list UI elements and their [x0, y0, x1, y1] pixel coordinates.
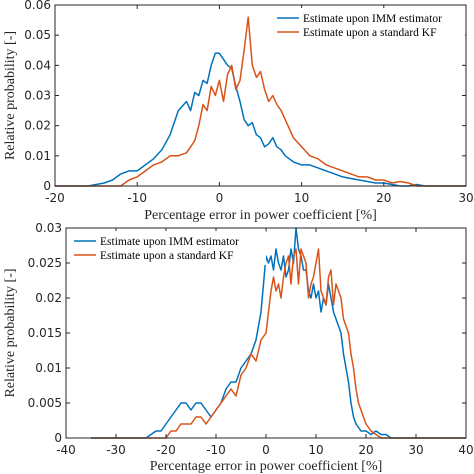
top-x-axis-label: Percentage error in power coefficient [%…	[144, 208, 377, 223]
top-y-tick-label: 0.04	[24, 58, 51, 72]
bottom-x-tick-label: -20	[156, 443, 176, 457]
top-legend-label-imm: Estimate upon IMM estimator	[303, 13, 442, 25]
top-legend-box	[273, 8, 465, 42]
top-y-tick-label: 0.02	[24, 119, 51, 133]
bottom-x-axis-label: Percentage error in power coefficient [%…	[150, 459, 383, 474]
top-x-tick-label: 20	[376, 191, 391, 205]
bottom-y-tick-label: 0.03	[35, 221, 62, 235]
bottom-x-tick-label: 30	[408, 443, 423, 457]
top-x-tick-label: 30	[458, 191, 473, 205]
top-y-tick-label: 0.01	[24, 149, 51, 163]
top-y-tick-label: 0.03	[24, 89, 51, 103]
bottom-x-tick-label: -40	[56, 443, 76, 457]
bottom-series-kf-line	[91, 248, 466, 439]
top-series-imm-line	[55, 52, 466, 187]
bottom-y-tick-label: 0.02	[35, 291, 62, 305]
bottom-y-tick-label: 0.025	[28, 256, 62, 270]
top-legend: Estimate upon IMM estimator Estimate upon…	[273, 8, 465, 42]
top-series-kf-line	[55, 16, 466, 187]
bottom-y-axis-label: Relative probability [-]	[3, 268, 18, 397]
bottom-legend-label-kf: Estimate upon a standard KF	[100, 250, 234, 262]
top-y-axis-label: Relative probability [-]	[3, 31, 18, 160]
bottom-x-tick-label: -30	[106, 443, 126, 457]
bottom-series-imm-line	[91, 227, 466, 439]
bottom-x-tick-label: 20	[358, 443, 373, 457]
bottom-y-tick-label: 0.01	[35, 361, 62, 375]
bottom-y-tick-label: 0	[54, 431, 62, 445]
top-legend-label-kf: Estimate upon a standard KF	[303, 27, 437, 39]
top-x-tick-label: -10	[127, 191, 147, 205]
bottom-legend: Estimate upon IMM estimator Estimate upon…	[70, 231, 266, 265]
top-y-tick-label: 0.06	[24, 0, 51, 12]
bottom-legend-label-imm: Estimate upon IMM estimator	[100, 236, 239, 248]
top-y-tick-label: 0.05	[24, 28, 51, 42]
chart-top: -20 -10 0 10 20 30 0 0.01 0.02 0.03 0.04 0.05 0.06 Pe…	[3, 0, 474, 223]
bottom-legend-box	[70, 231, 266, 265]
bottom-y-tick-label: 0.005	[28, 396, 62, 410]
bottom-x-tick-label: 10	[308, 443, 323, 457]
top-x-tick-label: 0	[216, 191, 224, 205]
bottom-y-tick-label: 0.015	[28, 326, 62, 340]
bottom-x-tick-label: 0	[262, 443, 270, 457]
bottom-x-tick-label: -10	[206, 443, 226, 457]
top-y-tick-label: 0	[43, 179, 51, 193]
bottom-x-tick-label: 40	[458, 443, 473, 457]
top-x-tick-label: 10	[294, 191, 309, 205]
chart-bottom: -40 -30 -20 -10 0 10 20 30 40 0 0.005 0.01 0.015 0.02…	[3, 221, 474, 474]
top-x-tick-label: -20	[45, 191, 65, 205]
